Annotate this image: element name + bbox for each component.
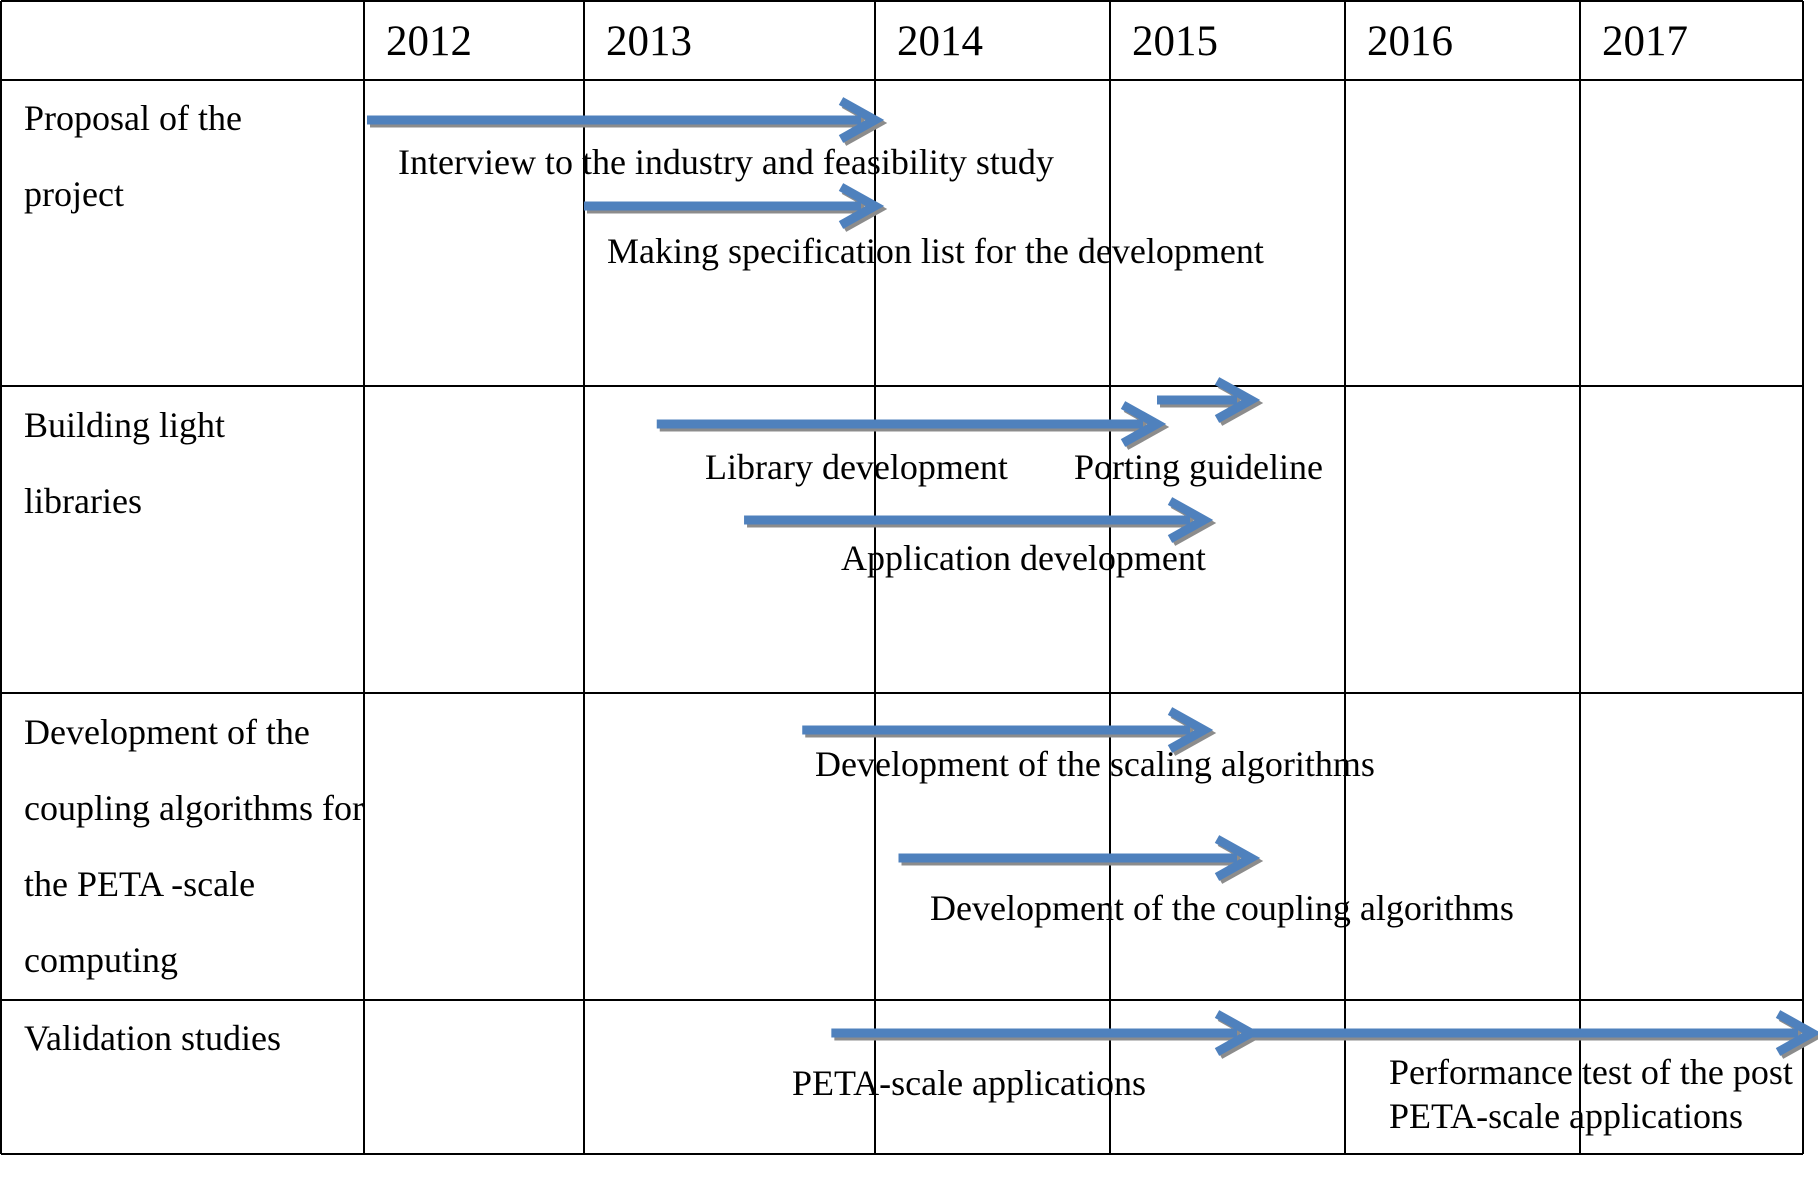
task-arrow <box>656 401 1170 450</box>
row-label-proposal: Proposal of the project <box>24 98 242 214</box>
task-arrow <box>1251 1010 1818 1059</box>
row-label-light-libraries: Building light libraries <box>24 405 226 521</box>
task-label-coupling-algorithms: Development of the coupling algorithms <box>930 888 1514 928</box>
year-header-2016: 2016 <box>1367 18 1453 65</box>
year-header-2013: 2013 <box>606 18 692 65</box>
task-arrow <box>367 97 888 146</box>
task-label-application-development: Application development <box>841 538 1206 578</box>
year-header-2014: 2014 <box>897 18 983 65</box>
task-label-performance-test-text: Performance test of the post PETA-scale … <box>1389 1052 1793 1136</box>
task-label-performance-test: Performance test of the post PETA-scale … <box>1389 1050 1818 1138</box>
task-label-specification: Making specification list for the develo… <box>607 231 1264 271</box>
task-arrow <box>831 1010 1264 1059</box>
task-label-peta-scale-applications: PETA-scale applications <box>792 1063 1147 1103</box>
row-label-validation: Validation studies <box>24 1018 281 1058</box>
row-label-coupling-algorithms: Development of the coupling algorithms f… <box>24 712 364 980</box>
year-header-2015: 2015 <box>1132 18 1218 65</box>
task-arrow <box>802 707 1217 756</box>
task-label-scaling-algorithms: Development of the scaling algorithms <box>815 744 1375 784</box>
task-label-porting-guideline: Porting guideline <box>1074 447 1323 487</box>
task-label-library-development: Library development <box>705 447 1008 487</box>
task-arrow <box>898 835 1264 884</box>
task-label-interview: Interview to the industry and feasibilit… <box>398 142 1054 182</box>
year-header-2012: 2012 <box>386 18 472 65</box>
task-arrow <box>584 183 888 232</box>
task-arrow <box>744 497 1217 546</box>
year-header-2017: 2017 <box>1602 18 1688 65</box>
task-arrow <box>1157 377 1264 426</box>
